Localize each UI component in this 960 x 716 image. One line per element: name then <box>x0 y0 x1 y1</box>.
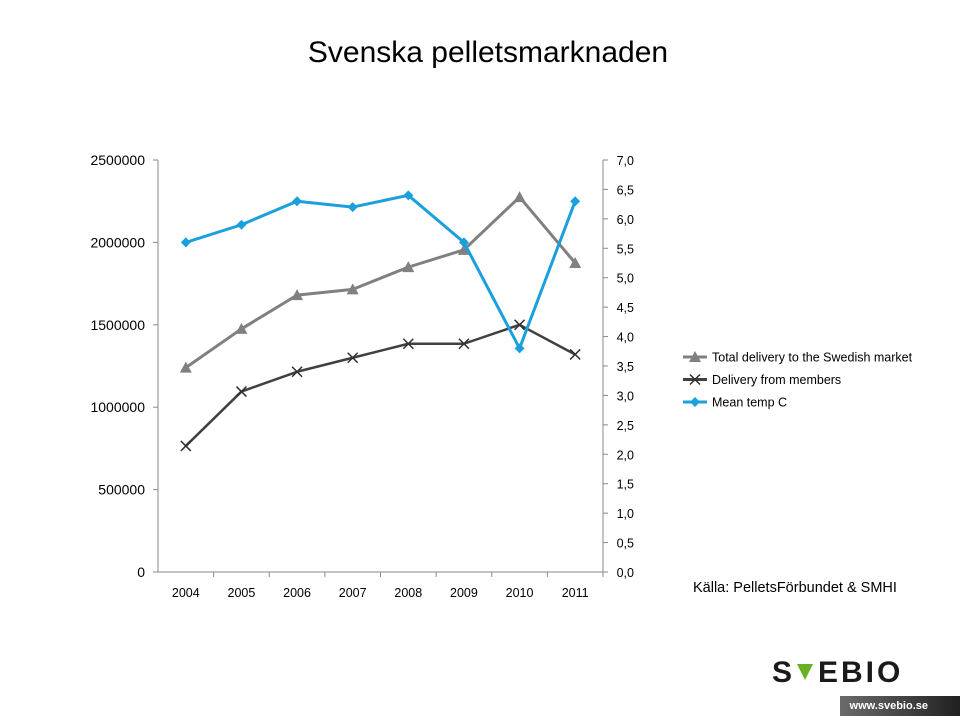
left-tick-label: 0 <box>137 564 145 580</box>
data-point <box>347 202 358 213</box>
right-tick-label: 7,0 <box>617 154 634 168</box>
left-tick-label: 1500000 <box>90 317 145 333</box>
legend-item-2: Delivery from members <box>683 373 841 387</box>
data-point <box>292 196 303 207</box>
left-tick-label: 2000000 <box>90 234 145 250</box>
right-tick-label: 1,0 <box>617 507 634 521</box>
data-point <box>570 196 581 207</box>
data-point <box>291 289 304 301</box>
right-tick-label: 1,5 <box>617 478 634 492</box>
left-axis-ticks: 0 500000 1000000 1500000 2000000 2500000 <box>90 152 158 580</box>
data-point <box>179 361 192 373</box>
data-point <box>235 386 247 398</box>
series-2 <box>180 319 581 452</box>
x-tick-label: 2005 <box>228 586 256 600</box>
chart-axes <box>157 160 604 573</box>
data-point <box>402 261 415 273</box>
svebio-logo: S EBIO <box>772 656 903 686</box>
data-point <box>235 322 248 334</box>
data-point <box>347 352 359 364</box>
right-tick-label: 3,0 <box>617 389 634 403</box>
x-tick-label: 2004 <box>172 586 200 600</box>
data-point <box>569 257 582 268</box>
x-tick-label: 2007 <box>339 586 367 600</box>
right-tick-label: 4,0 <box>617 331 634 345</box>
legend-item-1: Total delivery to the Swedish market <box>683 351 913 365</box>
right-axis-ticks: 0,0 0,5 1,0 1,5 2,0 2,5 3,0 3,5 4,0 4,5 5,0 5,5 6,0 6… <box>603 154 634 580</box>
data-point <box>180 440 192 452</box>
data-point <box>457 243 470 255</box>
right-tick-label: 2,5 <box>617 419 634 433</box>
legend-marker <box>690 397 700 407</box>
data-point <box>458 338 470 350</box>
data-point <box>236 219 247 230</box>
legend-marker <box>689 373 701 386</box>
svg-text:S: S <box>772 656 793 686</box>
right-tick-label: 2,0 <box>617 448 634 462</box>
right-tick-label: 0,5 <box>617 537 634 551</box>
data-point <box>514 343 525 354</box>
right-tick-label: 0,0 <box>617 566 634 580</box>
data-point <box>514 319 526 331</box>
chart-series <box>179 190 582 452</box>
logo-v-icon <box>797 664 813 680</box>
right-tick-label: 6,0 <box>617 213 634 227</box>
series-line <box>184 195 577 369</box>
svg-text:EBIO: EBIO <box>818 656 903 686</box>
right-tick-label: 3,5 <box>617 360 634 374</box>
left-tick-label: 500000 <box>98 482 145 498</box>
series-3 <box>180 190 581 354</box>
data-point <box>402 338 414 350</box>
right-tick-label: 4,5 <box>617 301 634 315</box>
data-point <box>346 283 359 295</box>
legend-item-3: Mean temp C <box>683 396 787 410</box>
website-footer[interactable]: www.svebio.se <box>840 696 960 716</box>
legend-marker <box>689 351 701 362</box>
source-note: Källa: PelletsFörbundet & SMHI <box>693 580 897 596</box>
right-tick-label: 5,0 <box>617 272 634 286</box>
legend-label: Total delivery to the Swedish market <box>712 351 913 365</box>
x-tick-label: 2009 <box>450 586 478 600</box>
data-point <box>569 348 581 360</box>
x-tick-label: 2006 <box>283 586 311 600</box>
left-tick-label: 1000000 <box>90 399 145 415</box>
data-point <box>513 191 526 203</box>
legend-label: Delivery from members <box>712 373 841 387</box>
right-tick-label: 5,5 <box>617 242 634 256</box>
x-axis-ticks: 2004 2005 2006 2007 2008 2009 2010 2011 <box>172 572 604 600</box>
legend-label: Mean temp C <box>712 396 787 410</box>
data-point <box>403 190 414 201</box>
data-point <box>291 366 303 378</box>
x-tick-label: 2010 <box>506 586 534 600</box>
left-tick-label: 2500000 <box>90 152 145 168</box>
right-tick-label: 6,5 <box>617 183 634 197</box>
x-tick-label: 2011 <box>562 586 589 600</box>
series-1 <box>179 191 582 373</box>
data-point <box>458 237 469 248</box>
chart-legend: Total delivery to the Swedish market Deli… <box>683 351 913 410</box>
chart-title: Svenska pelletsmarknaden <box>307 36 669 69</box>
x-tick-label: 2008 <box>394 586 422 600</box>
data-point <box>180 237 191 248</box>
series-line <box>185 193 577 350</box>
